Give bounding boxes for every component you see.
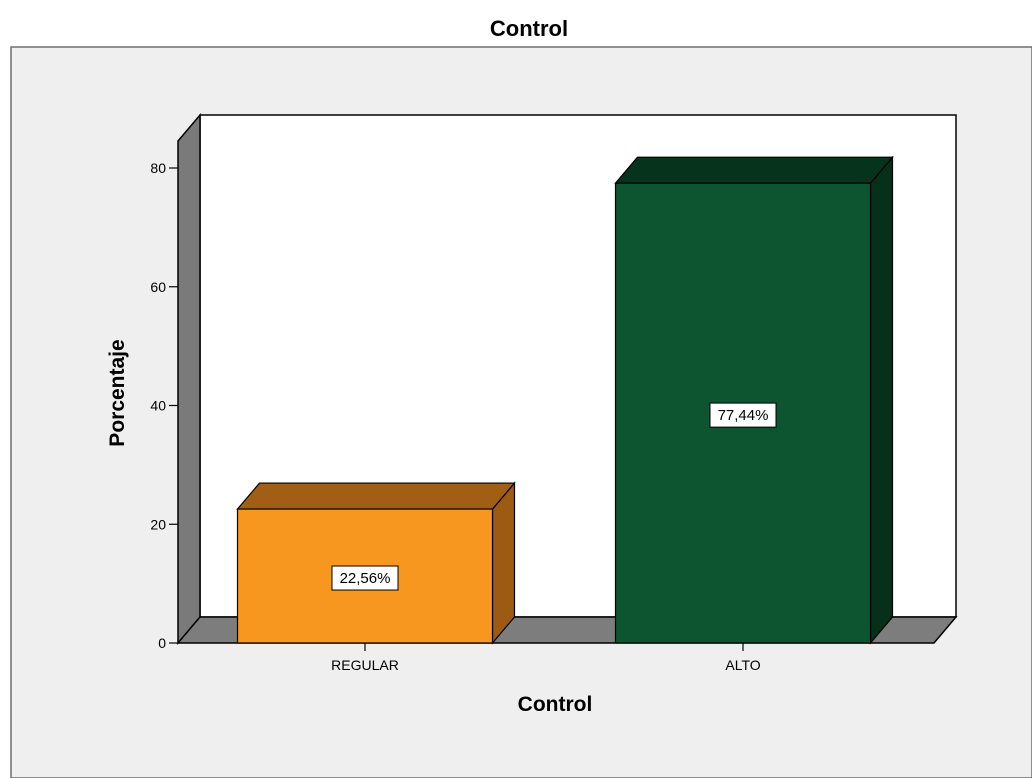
x-axis: REGULAR ALTO [331, 643, 761, 673]
bar-side-face [491, 481, 516, 645]
y-tick-label: 80 [150, 160, 166, 176]
y-tick-label: 40 [150, 398, 166, 414]
bar-regular: 22,56% [236, 481, 516, 645]
y-axis: 0 20 40 60 80 [150, 160, 178, 651]
bar-top-face [236, 482, 516, 510]
y-tick-label: 20 [150, 516, 166, 532]
x-tick-label: REGULAR [331, 657, 399, 673]
bars: 22,56% 77,44% [236, 155, 894, 645]
y-tick-label: 60 [150, 279, 166, 295]
bar-side-face [869, 155, 894, 645]
y-axis-title: Porcentaje [106, 339, 129, 446]
x-axis-title: Control [518, 693, 593, 716]
data-label-box [709, 402, 777, 428]
y-tick-label: 0 [158, 635, 166, 651]
data-label: 77,44% [718, 407, 769, 424]
plot-side-wall [177, 112, 201, 646]
chart-title: Control [490, 16, 568, 41]
data-label: 22,56% [340, 570, 391, 587]
bar-alto: 77,44% [614, 155, 894, 645]
x-tick-label: ALTO [725, 657, 760, 673]
data-label-box [331, 565, 399, 591]
bar-top-face [614, 156, 894, 184]
